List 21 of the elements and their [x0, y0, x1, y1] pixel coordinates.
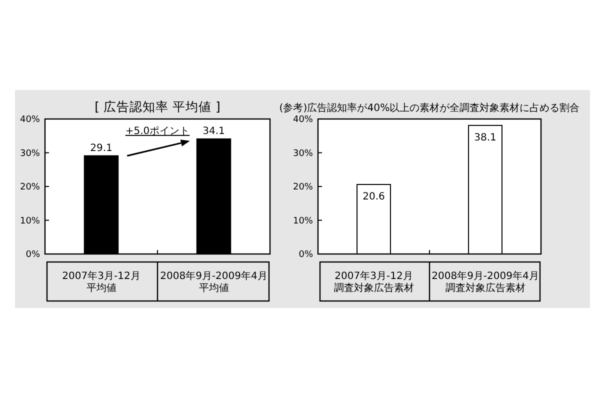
chart-title: (参考)広告認知率が40%以上の素材が全調査対象素材に占める割合: [279, 102, 580, 114]
x-tick-label: 2007年3月-12月調査対象広告素材: [334, 270, 414, 294]
y-tick-label: 40%: [292, 115, 314, 126]
data-label: 38.1: [474, 132, 496, 144]
y-tick-label: 30%: [292, 148, 314, 159]
annotation: +5.0ポイント: [125, 126, 190, 137]
x-tick-label: 2008年9月-2009年4月平均値: [160, 270, 268, 294]
y-tick-label: 10%: [292, 216, 314, 226]
y-tick-label: 20%: [20, 182, 40, 193]
x-tick-label: 2008年9月-2009年4月調査対象広告素材: [432, 270, 539, 294]
y-tick-label: 0%: [26, 250, 40, 260]
data-label: 20.6: [362, 191, 385, 202]
chart-title: [ 広告認知率 平均値 ]: [94, 99, 220, 114]
x-tick-label: 2007年3月-12月平均値: [62, 270, 140, 294]
y-tick-label: 10%: [20, 216, 40, 226]
data-label: 34.1: [202, 126, 225, 137]
y-tick-label: 20%: [292, 182, 314, 193]
data-label: 29.1: [90, 142, 112, 154]
y-tick-label: 40%: [20, 115, 40, 126]
y-tick-label: 30%: [20, 148, 40, 159]
y-tick-label: 0%: [298, 250, 314, 260]
